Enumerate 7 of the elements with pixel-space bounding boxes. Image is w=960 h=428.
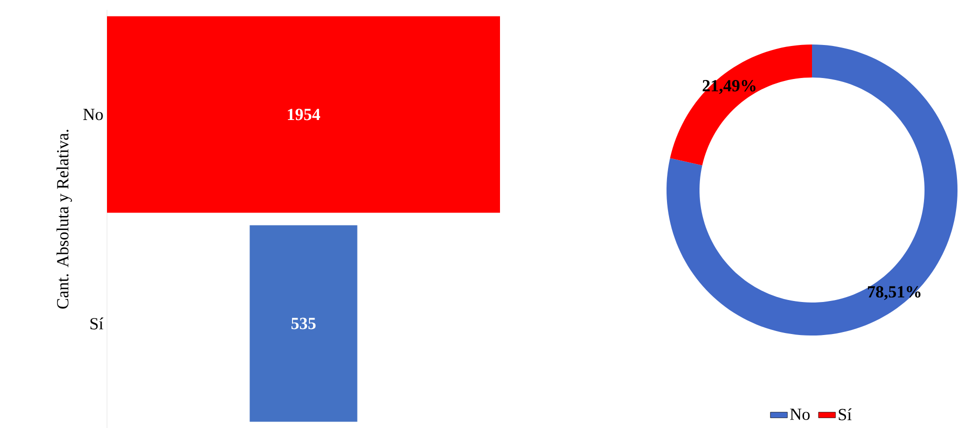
data-label: 535 [291, 318, 316, 330]
data-label: 1954 [288, 108, 320, 120]
text: Cant. Absoluta y Relativa. [56, 130, 72, 309]
legend-label: Sí [838, 408, 852, 420]
category-label: No [83, 108, 103, 120]
category-label: Sí [90, 318, 104, 330]
legend-label: No [790, 408, 810, 420]
